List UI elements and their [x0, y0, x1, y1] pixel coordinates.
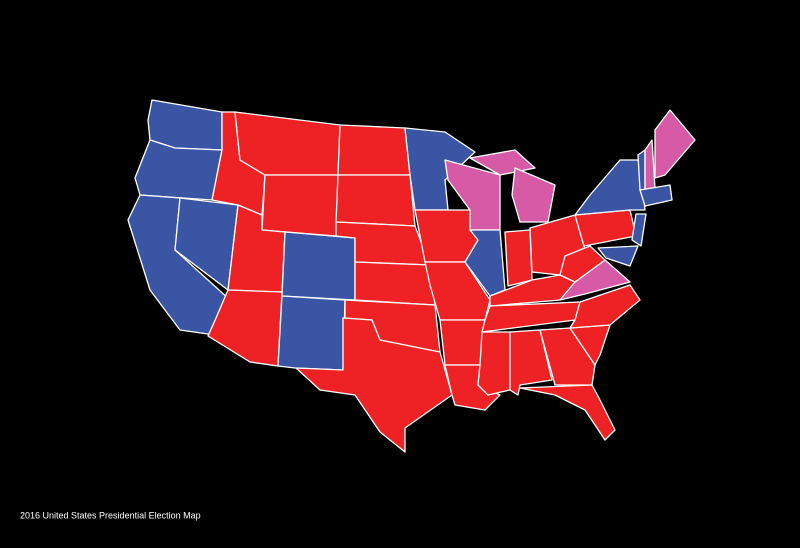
state: [477, 331, 511, 396]
state: [539, 327, 596, 386]
state: [261, 174, 339, 237]
state: [134, 139, 223, 201]
state: [295, 317, 453, 453]
state: [639, 184, 673, 207]
state: [404, 127, 476, 211]
state: [519, 384, 616, 441]
state: [559, 245, 606, 283]
state: [631, 213, 647, 247]
state: [511, 167, 556, 223]
state: [637, 149, 646, 191]
state: [335, 174, 416, 227]
state: [281, 231, 356, 301]
state: [439, 319, 486, 366]
state: [337, 124, 411, 176]
state: [559, 259, 631, 301]
state: [569, 284, 641, 329]
state: [354, 261, 436, 306]
caption: 2016 United States Presidential Election…: [20, 510, 201, 520]
state: [574, 159, 646, 216]
state: [597, 245, 639, 267]
state: [504, 229, 533, 287]
us-map: [127, 99, 696, 453]
state: [277, 295, 346, 371]
state: [469, 149, 536, 176]
state: [654, 109, 696, 179]
state: [414, 209, 479, 263]
